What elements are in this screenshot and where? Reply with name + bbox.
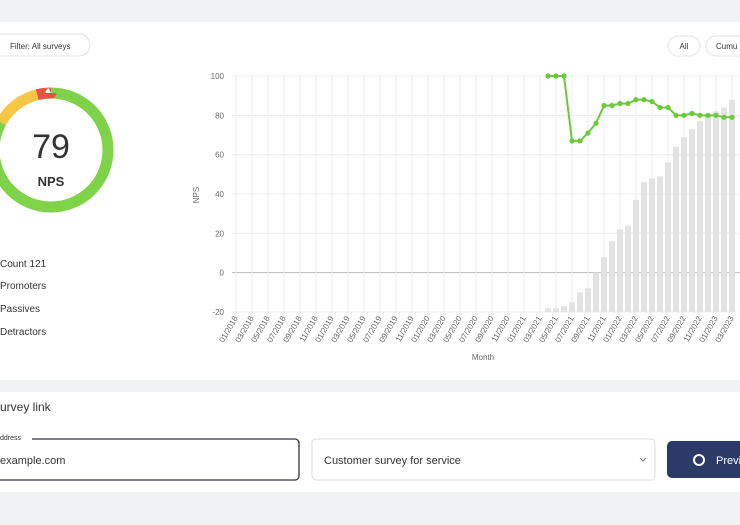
- nps-point: [585, 130, 591, 136]
- bar: [689, 129, 695, 312]
- bar: [729, 99, 735, 312]
- section-title: urvey link: [0, 400, 52, 414]
- bar: [641, 182, 647, 312]
- bar: [585, 288, 591, 312]
- nps-point: [713, 112, 719, 118]
- bar: [657, 176, 663, 312]
- nps-point: [649, 98, 655, 105]
- nps-point: [617, 100, 623, 107]
- button-text: Previ: [716, 455, 740, 467]
- survey-select[interactable]: [311, 438, 656, 481]
- nps-point: [609, 102, 615, 109]
- y-tick-label: 20: [215, 229, 224, 238]
- address-value: example.com: [0, 455, 65, 467]
- select-text: Customer survey for service: [324, 455, 461, 467]
- bar: [713, 111, 719, 313]
- y-axis-title: NPS: [192, 187, 201, 203]
- bar: [577, 292, 583, 312]
- nps-point: [633, 97, 639, 103]
- eye-icon: [693, 454, 705, 466]
- nps-point: [625, 100, 631, 107]
- nps-point: [721, 114, 727, 120]
- bar: [705, 115, 711, 312]
- legend-item: Promoters: [0, 281, 46, 292]
- y-tick-label: 60: [215, 151, 224, 160]
- bar: [561, 306, 567, 312]
- nps-point: [657, 104, 663, 111]
- bar: [625, 225, 631, 312]
- filter-pill[interactable]: [0, 33, 91, 57]
- bar: [673, 146, 679, 312]
- toggle-cumulative[interactable]: [705, 35, 740, 57]
- nps-point: [689, 110, 695, 116]
- bar: [697, 121, 703, 312]
- y-tick-label: 100: [211, 72, 225, 81]
- chevron: [639, 457, 647, 462]
- nps-point: [569, 138, 575, 144]
- bar: [633, 199, 639, 312]
- nps-point: [673, 112, 679, 118]
- legend-item: Passives: [0, 304, 40, 315]
- y-tick-label: 0: [220, 269, 225, 278]
- nps-point: [697, 112, 703, 118]
- bar: [617, 229, 623, 312]
- nps-point: [681, 112, 687, 118]
- donut-segment: [0, 87, 114, 213]
- toggle-text: All: [680, 42, 689, 51]
- chart-card: [0, 22, 740, 380]
- bar: [721, 107, 727, 312]
- nps-point: [665, 104, 671, 111]
- bar: [553, 308, 559, 312]
- nps-point: [561, 73, 567, 79]
- bar: [649, 178, 655, 312]
- y-tick-label: 40: [215, 190, 224, 199]
- nps-point: [601, 102, 607, 109]
- nps-point: [553, 73, 559, 79]
- donut: [0, 87, 114, 213]
- address-input[interactable]: [0, 438, 300, 481]
- nps-score: 79: [32, 128, 70, 166]
- count: Count 121: [0, 259, 47, 270]
- nps-point: [593, 120, 599, 126]
- filter-text: Filter: All surveys: [10, 42, 70, 51]
- toggle-text: Cumu: [716, 42, 737, 51]
- nps-point: [545, 73, 551, 79]
- legend-item: Detractors: [0, 327, 46, 338]
- bar: [593, 272, 599, 312]
- address-label: ddress: [0, 435, 22, 442]
- bar: [665, 162, 671, 312]
- nps-point: [729, 114, 735, 120]
- y-tick-label: -20: [212, 308, 224, 317]
- toggle-all[interactable]: [667, 35, 701, 57]
- x-axis-title: Month: [472, 353, 494, 362]
- bar: [545, 308, 551, 312]
- nps-label: NPS: [38, 174, 65, 189]
- nps-point: [705, 112, 711, 118]
- bar: [569, 302, 575, 312]
- bar: [681, 136, 687, 312]
- nps-point: [577, 138, 583, 144]
- bar: [609, 241, 615, 312]
- bar: [601, 256, 607, 312]
- y-tick-label: 80: [215, 111, 224, 120]
- label-bg: [0, 433, 32, 443]
- nps-point: [641, 97, 647, 103]
